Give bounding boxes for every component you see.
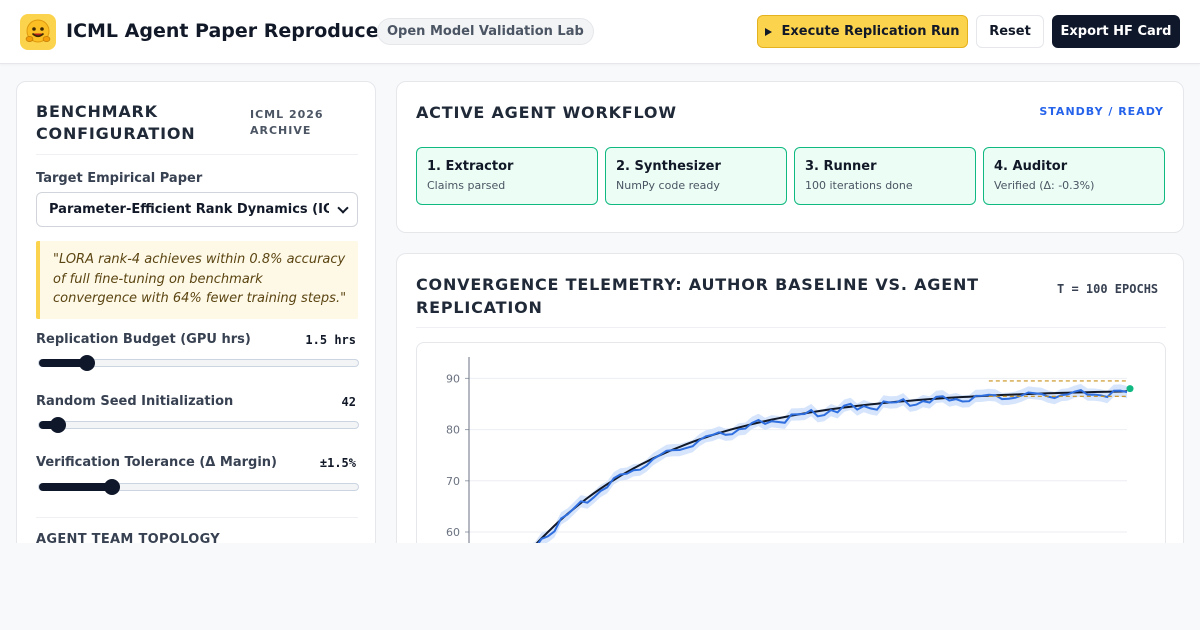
workflow-step-synthesizer: 2. Synthesizer NumPy code ready: [605, 147, 787, 205]
y-tick-label: 60: [446, 526, 460, 539]
workflow-status: STANDBY / READY: [1039, 105, 1164, 118]
app-title: ICML Agent Paper Reproducer: [66, 20, 388, 42]
tolerance-slider-label: Verification Tolerance (Δ Margin): [36, 455, 277, 470]
agent-workflow-panel: ACTIVE AGENT WORKFLOW STANDBY / READY 1.…: [396, 81, 1184, 233]
tolerance-slider[interactable]: [38, 479, 359, 495]
agent-replication-line: [514, 389, 1128, 571]
chevron-down-icon: [337, 202, 349, 214]
budget-slider-value: 1.5 hrs: [305, 333, 356, 347]
benchmark-configuration-panel: BENCHMARK CONFIGURATION ICML 2026 ARCHIV…: [16, 81, 376, 561]
budget-slider-label: Replication Budget (GPU hrs): [36, 332, 251, 347]
telemetry-title: CONVERGENCE TELEMETRY: AUTHOR BASELINE V…: [416, 275, 979, 317]
archive-label: ICML 2026 ARCHIVE: [250, 108, 324, 137]
seed-slider-fill: [39, 421, 59, 429]
workflow-step-extractor: 1. Extractor Claims parsed: [416, 147, 598, 205]
play-icon: [765, 27, 773, 36]
lab-badge: Open Model Validation Lab: [377, 18, 594, 45]
workflow-step-auditor: 4. Auditor Verified (Δ: -0.3%): [983, 147, 1165, 205]
tolerance-slider-fill: [39, 483, 113, 491]
seed-slider-value: 42: [341, 395, 356, 409]
tolerance-slider-thumb[interactable]: [104, 479, 121, 495]
convergence-chart-container: 90 80 70 60: [416, 342, 1166, 572]
epochs-label: T = 100 EPOCHS: [1057, 282, 1159, 296]
convergence-chart: 90 80 70 60: [446, 357, 1134, 571]
budget-slider[interactable]: [38, 355, 359, 371]
paper-select[interactable]: Parameter-Efficient Rank Dynamics (ICML …: [36, 192, 358, 227]
tolerance-slider-value: ±1.5%: [319, 456, 356, 470]
step-title: 2. Synthesizer: [616, 159, 721, 174]
page-background: [0, 543, 1200, 630]
paper-claim-quote: "LORA rank-4 achieves within 0.8% accura…: [36, 241, 358, 319]
seed-slider-label: Random Seed Initialization: [36, 394, 234, 409]
y-tick-label: 70: [446, 475, 460, 488]
y-tick-label: 80: [446, 424, 460, 437]
divider: [36, 517, 358, 518]
step-title: 3. Runner: [805, 159, 877, 174]
export-hf-card-button[interactable]: Export HF Card: [1052, 15, 1180, 48]
execute-replication-button[interactable]: Execute Replication Run: [757, 15, 968, 48]
panel-title: BENCHMARK CONFIGURATION: [36, 102, 196, 143]
workflow-title: ACTIVE AGENT WORKFLOW: [416, 103, 677, 122]
step-status: NumPy code ready: [616, 179, 720, 192]
paper-select-label: Target Empirical Paper: [36, 171, 203, 186]
execute-replication-label: Execute Replication Run: [781, 24, 960, 39]
step-title: 1. Extractor: [427, 159, 514, 174]
seed-slider[interactable]: [38, 417, 359, 433]
divider: [416, 327, 1166, 328]
budget-slider-thumb[interactable]: [78, 355, 95, 371]
step-status: 100 iterations done: [805, 179, 913, 192]
workflow-step-runner: 3. Runner 100 iterations done: [794, 147, 976, 205]
y-tick-label: 90: [446, 372, 460, 385]
hugging-face-logo-icon: [20, 14, 56, 50]
divider: [36, 154, 358, 155]
convergence-telemetry-panel: CONVERGENCE TELEMETRY: AUTHOR BASELINE V…: [396, 253, 1184, 573]
step-title: 4. Auditor: [994, 159, 1068, 174]
step-status: Verified (Δ: -0.3%): [994, 179, 1095, 192]
budget-slider-fill: [39, 359, 87, 367]
step-status: Claims parsed: [427, 179, 506, 192]
paper-select-value: Parameter-Efficient Rank Dynamics (ICML …: [49, 202, 329, 217]
reset-button[interactable]: Reset: [976, 15, 1044, 48]
replication-confidence-band: [509, 383, 1127, 571]
seed-slider-thumb[interactable]: [50, 417, 67, 433]
app-header: ICML Agent Paper Reproducer Open Model V…: [0, 0, 1200, 64]
final-replication-point: [1126, 385, 1134, 393]
